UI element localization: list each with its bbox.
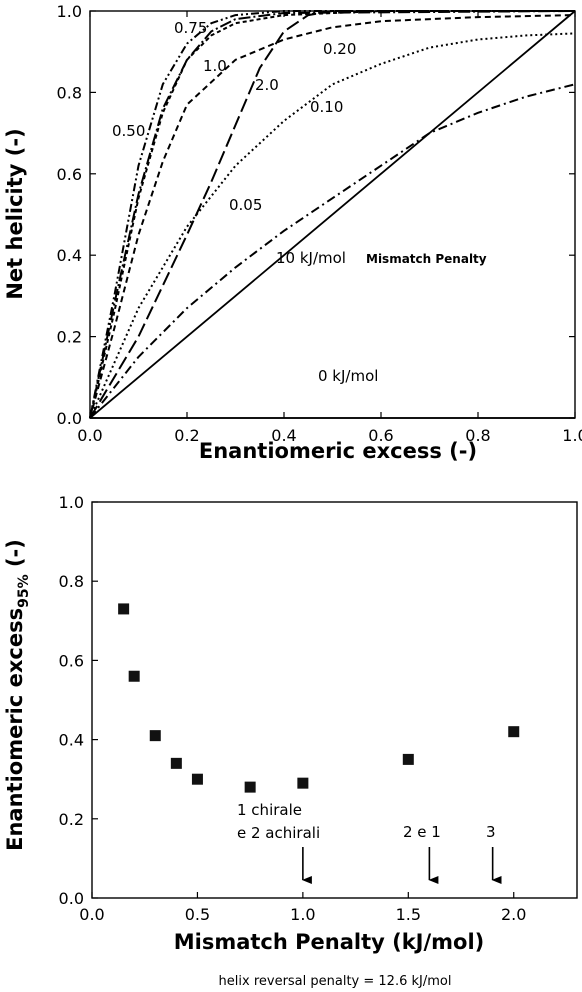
bottom-x-tick-label: 0.5 xyxy=(185,905,210,924)
top-x-tick-label: 0.2 xyxy=(174,426,199,445)
annotation-1-chirale: 1 chirale xyxy=(237,801,302,819)
bottom-x-ticks: 0.0 0.5 1.0 1.5 2.0 xyxy=(79,892,526,924)
bottom-x-tick-label: 0.0 xyxy=(79,905,104,924)
top-y-axis-title: Net helicity (-) xyxy=(3,128,27,299)
curve-1-0 xyxy=(89,10,576,419)
top-x-tick-label: 1.0 xyxy=(562,426,582,445)
top-x-tick-label: 0.4 xyxy=(271,426,296,445)
curve-0-75 xyxy=(89,10,575,419)
curve-label-0.75: 0.75 xyxy=(174,19,207,37)
y-title-main: Enantiomeric excess xyxy=(3,608,27,851)
annotation-e-2-achirali: e 2 achirali xyxy=(237,824,320,842)
annotation-3: 3 xyxy=(486,823,496,841)
curve-0-05 xyxy=(89,83,576,419)
curve-label-0.05: 0.05 xyxy=(229,196,262,214)
curve-0-20 xyxy=(89,14,576,419)
caption-helix-reversal: helix reversal penalty = 12.6 kJ/mol xyxy=(219,974,452,989)
curve-label-1.0: 1.0 xyxy=(203,57,227,75)
bottom-y-tick-label: 1.0 xyxy=(59,493,84,512)
bottom-y-tick-label: 0.0 xyxy=(59,889,84,908)
curve-label-0kj: 0 kJ/mol xyxy=(318,367,378,385)
curve-label-0.50: 0.50 xyxy=(112,122,145,140)
top-y-tick-label: 0.8 xyxy=(57,83,82,102)
bottom-x-tick-label: 2.0 xyxy=(501,905,526,924)
curve-label-0.10: 0.10 xyxy=(310,98,343,116)
top-x-axis-title: Enantiomeric excess (-) xyxy=(199,439,477,463)
top-curves xyxy=(89,10,576,419)
curve-label-10kj: 10 kJ/mol xyxy=(276,249,346,267)
data-point xyxy=(170,757,182,769)
curve-label-mismatch-penalty: Mismatch Penalty xyxy=(366,252,487,266)
top-y-ticks: 0.0 0.2 0.4 0.6 0.8 1.0 xyxy=(57,2,575,428)
top-x-ticks: 0.0 0.2 0.4 0.6 0.8 1.0 xyxy=(77,11,582,445)
bottom-x-tick-label: 1.0 xyxy=(290,905,315,924)
top-x-tick-label: 0.6 xyxy=(368,426,393,445)
bottom-arrows xyxy=(301,847,502,884)
top-y-tick-label: 0.6 xyxy=(57,165,82,184)
curve-10-kj-mol-mismatch-penalty xyxy=(89,10,576,419)
data-point xyxy=(402,753,414,765)
curve-label-2.0: 2.0 xyxy=(255,76,279,94)
data-point xyxy=(149,730,161,742)
top-y-tick-label: 0.4 xyxy=(57,246,82,265)
top-y-tick-label: 1.0 xyxy=(57,2,82,21)
top-y-tick-label: 0.0 xyxy=(57,409,82,428)
bottom-y-tick-label: 0.8 xyxy=(59,572,84,591)
bottom-y-axis-title: Enantiomeric excess95% (-) xyxy=(3,539,32,851)
y-title-tail: (-) xyxy=(3,539,27,574)
annotation-2-e-1: 2 e 1 xyxy=(403,823,441,841)
data-point xyxy=(508,726,520,738)
data-point xyxy=(191,773,203,785)
top-x-tick-label: 0.0 xyxy=(77,426,102,445)
bottom-plot-frame xyxy=(91,501,578,899)
curve-0-10 xyxy=(89,32,576,419)
data-point xyxy=(118,603,130,615)
bottom-x-axis-title: Mismatch Penalty (kJ/mol) xyxy=(174,930,485,954)
y-title-sub: 95% xyxy=(16,574,32,608)
data-point xyxy=(128,670,140,682)
top-y-tick-label: 0.2 xyxy=(57,328,82,347)
bottom-y-tick-label: 0.6 xyxy=(59,651,84,670)
top-x-tick-label: 0.8 xyxy=(465,426,490,445)
bottom-y-tick-label: 0.4 xyxy=(59,731,84,750)
bottom-y-tick-label: 0.2 xyxy=(59,810,84,829)
data-point xyxy=(244,781,256,793)
net-helicity-chart: 0.0 0.2 0.4 0.6 0.8 1.0 0.0 0.2 0.4 0.6 0.8 1.0 En… xyxy=(3,2,582,463)
enantiomeric-excess-chart: 0.0 0.5 1.0 1.5 2.0 0.0 0.2 0.4 0.6 0.8 1.0 Misma… xyxy=(3,493,578,989)
bottom-x-tick-label: 1.5 xyxy=(396,905,421,924)
bottom-data-points xyxy=(118,603,520,793)
data-point xyxy=(297,777,309,789)
bottom-y-ticks: 0.0 0.2 0.4 0.6 0.8 1.0 xyxy=(59,493,98,908)
curve-label-0.20: 0.20 xyxy=(323,40,356,58)
